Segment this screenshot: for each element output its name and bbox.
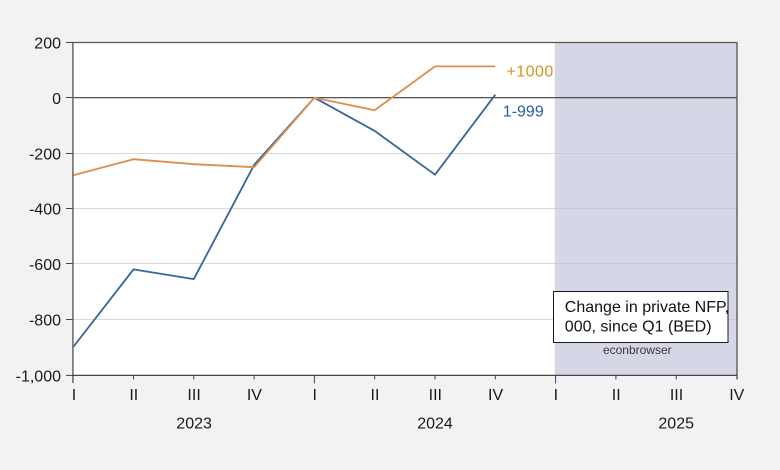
- svg-text:IV: IV: [488, 387, 503, 404]
- svg-text:2024: 2024: [417, 415, 453, 432]
- svg-text:II: II: [371, 387, 380, 404]
- svg-text:-600: -600: [29, 257, 61, 274]
- svg-text:II: II: [612, 387, 621, 404]
- svg-text:1-999: 1-999: [503, 104, 544, 121]
- svg-text:-800: -800: [29, 313, 61, 330]
- svg-text:+1000: +1000: [507, 64, 554, 81]
- svg-text:III: III: [670, 387, 683, 404]
- svg-text:I: I: [312, 387, 316, 404]
- svg-text:-200: -200: [29, 146, 61, 163]
- svg-text:2025: 2025: [658, 415, 694, 432]
- svg-text:I: I: [554, 387, 558, 404]
- svg-text:III: III: [187, 387, 200, 404]
- svg-text:Change in private NFP,: Change in private NFP,: [565, 299, 729, 316]
- svg-text:2023: 2023: [176, 415, 212, 432]
- svg-text:I: I: [72, 387, 76, 404]
- svg-text:200: 200: [34, 36, 61, 53]
- svg-text:III: III: [429, 387, 442, 404]
- svg-text:-1,000: -1,000: [16, 368, 61, 385]
- svg-text:econbrowser: econbrowser: [603, 343, 672, 357]
- svg-text:IV: IV: [729, 387, 744, 404]
- svg-text:II: II: [129, 387, 138, 404]
- svg-text:IV: IV: [247, 387, 262, 404]
- svg-text:0: 0: [52, 91, 61, 108]
- svg-text:-400: -400: [29, 202, 61, 219]
- svg-text:000, since Q1 (BED): 000, since Q1 (BED): [565, 319, 712, 336]
